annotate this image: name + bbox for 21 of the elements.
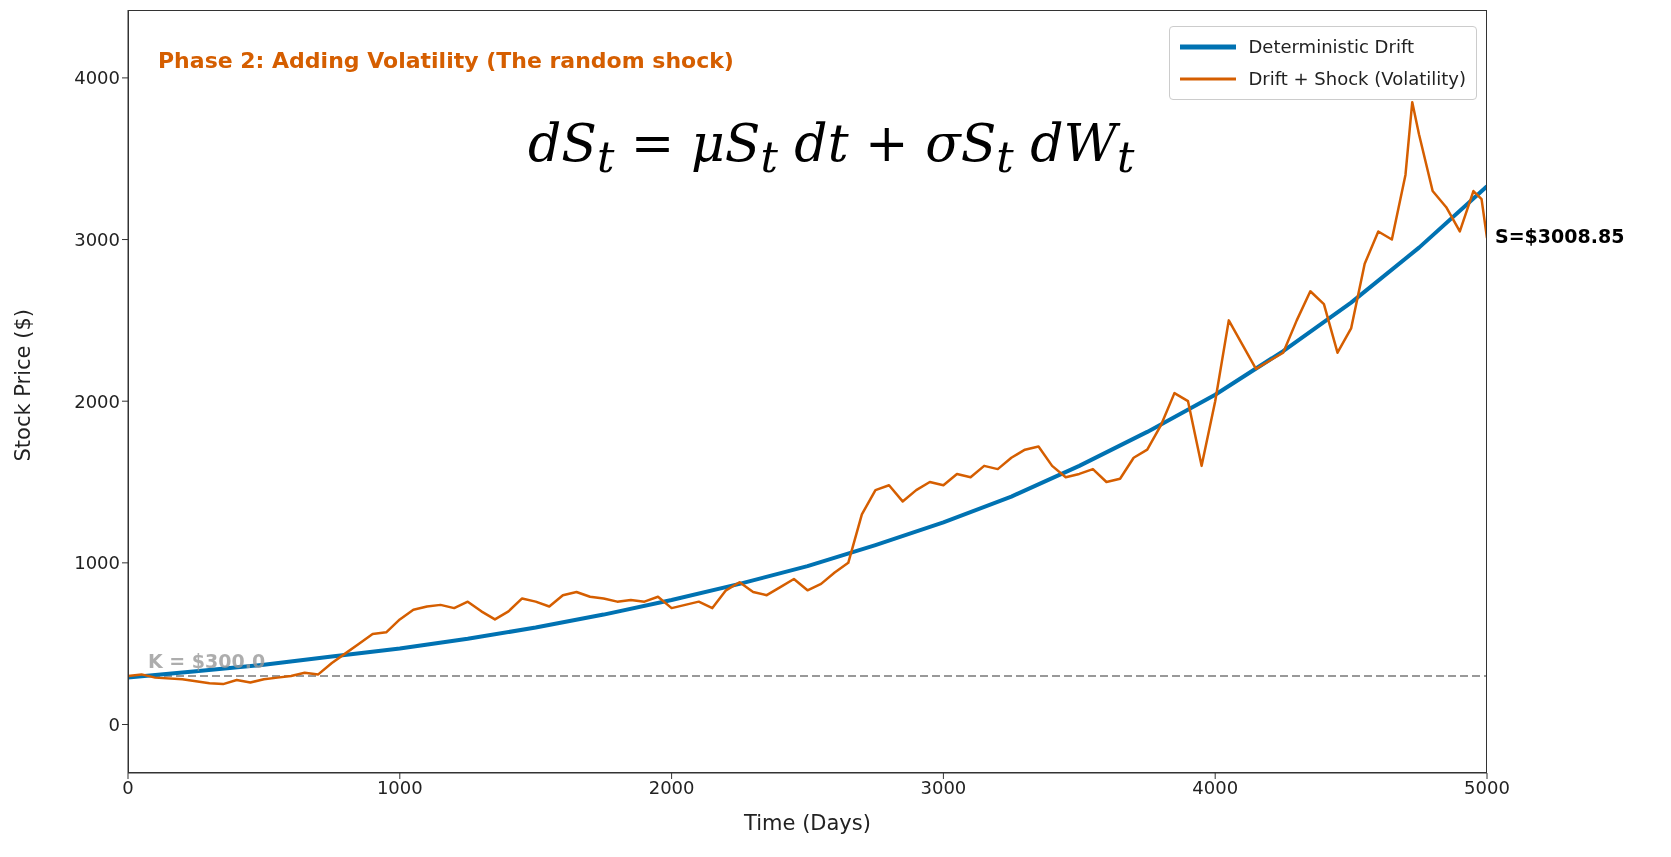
legend-label: Deterministic Drift	[1248, 35, 1414, 59]
y-tick-label: 1000	[74, 552, 120, 574]
x-tick-label: 5000	[1464, 776, 1510, 798]
x-tick-label: 1000	[376, 776, 423, 798]
x-tick-label: 4000	[1192, 776, 1239, 798]
ref-line-label: K = $300.0	[148, 650, 266, 673]
x-tick-label: 3000	[920, 776, 967, 798]
line-series	[128, 184, 1487, 680]
x-axis-title: Time (Days)	[743, 811, 871, 835]
legend-label: Drift + Shock (Volatility)	[1248, 67, 1466, 91]
y-axis-title: Stock Price ($)	[11, 309, 36, 462]
annotation: dS$_{t}$ = μS$_{t}$ dt + σS$_{t}$ dW$_{t}$	[528, 113, 1135, 183]
y-tick-label: 2000	[74, 390, 120, 412]
y-tick-label: 3000	[74, 228, 120, 250]
text: Phase 2: Adding Volatility (The random shock)	[158, 48, 734, 73]
x-tick-label: 0	[122, 776, 134, 798]
y-tick-label: 0	[108, 713, 120, 735]
x-tick-label: 2000	[648, 776, 695, 798]
annotation: S=$3008.85	[1495, 225, 1625, 248]
y-tick-label: 4000	[74, 67, 120, 89]
line-series	[128, 100, 1487, 686]
